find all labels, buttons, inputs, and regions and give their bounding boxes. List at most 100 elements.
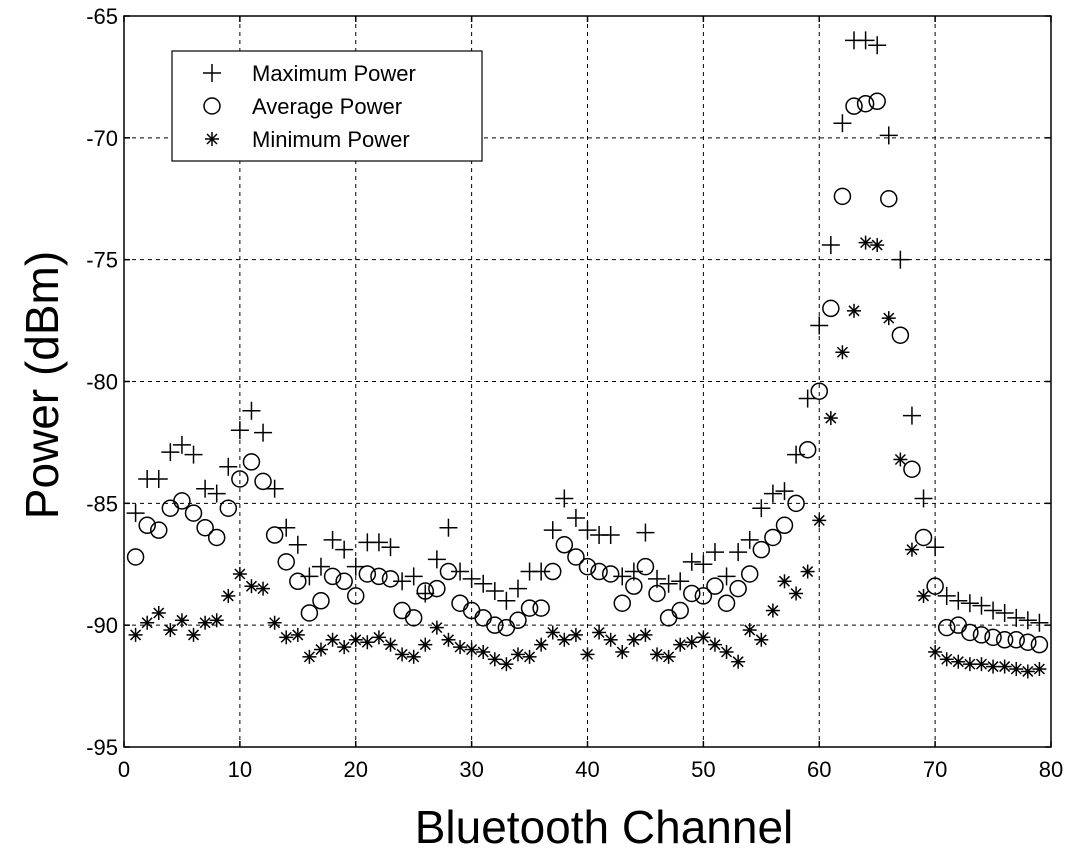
plus-data-point — [254, 423, 273, 442]
circle-data-point — [775, 516, 794, 535]
y-tick-label: -95 — [86, 735, 118, 760]
asterisk-data-point — [800, 564, 815, 579]
asterisk-data-point — [383, 637, 398, 652]
circle-data-point — [1007, 631, 1025, 649]
circle-data-point — [381, 570, 400, 588]
x-tick-label: 80 — [1039, 757, 1063, 782]
plus-data-point — [1018, 611, 1037, 630]
circle-data-point — [370, 567, 388, 586]
circle-data-point — [706, 577, 724, 595]
asterisk-data-point — [823, 411, 838, 426]
plus-data-point — [543, 521, 562, 540]
plus-data-point — [555, 489, 574, 508]
plus-data-point — [740, 530, 759, 549]
series-circle — [126, 92, 1049, 654]
circle-data-point — [497, 618, 516, 637]
circle-data-point — [822, 299, 840, 318]
asterisk-data-point — [302, 649, 317, 664]
plus-data-point — [404, 567, 423, 586]
circle-data-point — [868, 92, 886, 111]
circle-data-point — [926, 577, 944, 595]
circle-data-point — [207, 528, 226, 547]
plus-data-point — [752, 499, 771, 518]
asterisk-data-point — [626, 632, 641, 647]
plus-data-point — [810, 316, 829, 335]
circle-data-point — [265, 526, 284, 544]
circle-data-point — [914, 528, 933, 547]
circle-data-point — [683, 584, 701, 603]
plus-data-point — [705, 543, 724, 562]
circle-data-point — [393, 601, 411, 620]
plus-data-point — [775, 482, 794, 501]
plus-data-point — [926, 538, 945, 557]
asterisk-data-point — [835, 345, 850, 360]
plus-data-point — [937, 586, 956, 605]
circle-data-point — [833, 187, 852, 206]
plus-data-point — [393, 572, 412, 591]
plus-data-point — [451, 562, 470, 581]
circle-data-point — [509, 611, 527, 630]
tick-labels: 0 10 20 30 40 50 60 70 80 -65 -70 -75 -80 -85 -90 -95 — [86, 4, 1063, 782]
asterisk-data-point — [858, 235, 873, 250]
series-plus — [126, 31, 1049, 632]
asterisk-data-point — [684, 635, 699, 650]
asterisk-data-point — [997, 659, 1012, 674]
plus-data-point — [833, 114, 852, 133]
asterisk-data-point — [418, 637, 433, 652]
plus-data-point — [508, 579, 527, 598]
plus-data-point — [949, 591, 968, 610]
asterisk-data-point — [464, 642, 479, 657]
plus-data-point — [601, 526, 620, 545]
plot-frame — [123, 15, 1052, 748]
circle-data-point — [798, 440, 817, 459]
x-tick-label: 30 — [459, 757, 483, 782]
plus-data-point — [427, 550, 446, 569]
circle-data-point — [416, 582, 435, 600]
asterisk-data-point — [731, 654, 746, 669]
asterisk-data-point — [870, 238, 885, 253]
asterisk-data-point — [615, 644, 630, 659]
circle-data-point — [648, 584, 666, 603]
plus-data-point — [311, 557, 330, 576]
circle-data-point — [659, 609, 678, 627]
circle-data-point — [625, 577, 643, 595]
legend-plus-marker — [203, 64, 221, 82]
plus-data-point — [184, 445, 203, 464]
circle-data-point — [486, 616, 504, 634]
circle-data-point — [277, 553, 295, 571]
circle-data-point — [358, 565, 377, 583]
plus-data-point — [126, 504, 145, 523]
plus-data-point — [613, 567, 632, 586]
circle-data-point — [323, 567, 342, 586]
asterisk-data-point — [140, 615, 155, 630]
asterisk-data-point — [499, 657, 514, 672]
circle-data-point — [1030, 635, 1049, 654]
plus-data-point — [346, 557, 365, 576]
circle-data-point — [300, 604, 319, 622]
legend-asterisk-marker — [205, 132, 219, 146]
circle-data-point — [1019, 633, 1037, 651]
plus-data-point — [277, 518, 296, 537]
plus-data-point — [335, 540, 354, 559]
asterisk-data-point — [754, 632, 769, 647]
asterisk-data-point — [777, 574, 792, 589]
asterisk-data-point — [661, 649, 676, 664]
asterisk-data-point — [893, 452, 908, 467]
plus-data-point — [149, 469, 168, 488]
circle-data-point — [173, 492, 191, 510]
circle-data-point — [532, 599, 550, 617]
plus-data-point — [369, 533, 388, 552]
circle-data-point — [729, 579, 747, 598]
plus-data-point — [462, 569, 481, 588]
circle-data-point — [474, 609, 492, 627]
circle-data-point — [671, 601, 689, 620]
series-asterisk — [128, 235, 1047, 679]
circle-data-point — [520, 599, 539, 617]
plus-data-point — [729, 543, 748, 562]
plus-data-point — [288, 535, 307, 554]
asterisk-data-point — [151, 605, 166, 620]
circle-data-point — [289, 572, 307, 591]
asterisk-data-point — [650, 647, 665, 662]
circle-data-point — [845, 97, 863, 115]
plus-data-point — [207, 484, 226, 503]
